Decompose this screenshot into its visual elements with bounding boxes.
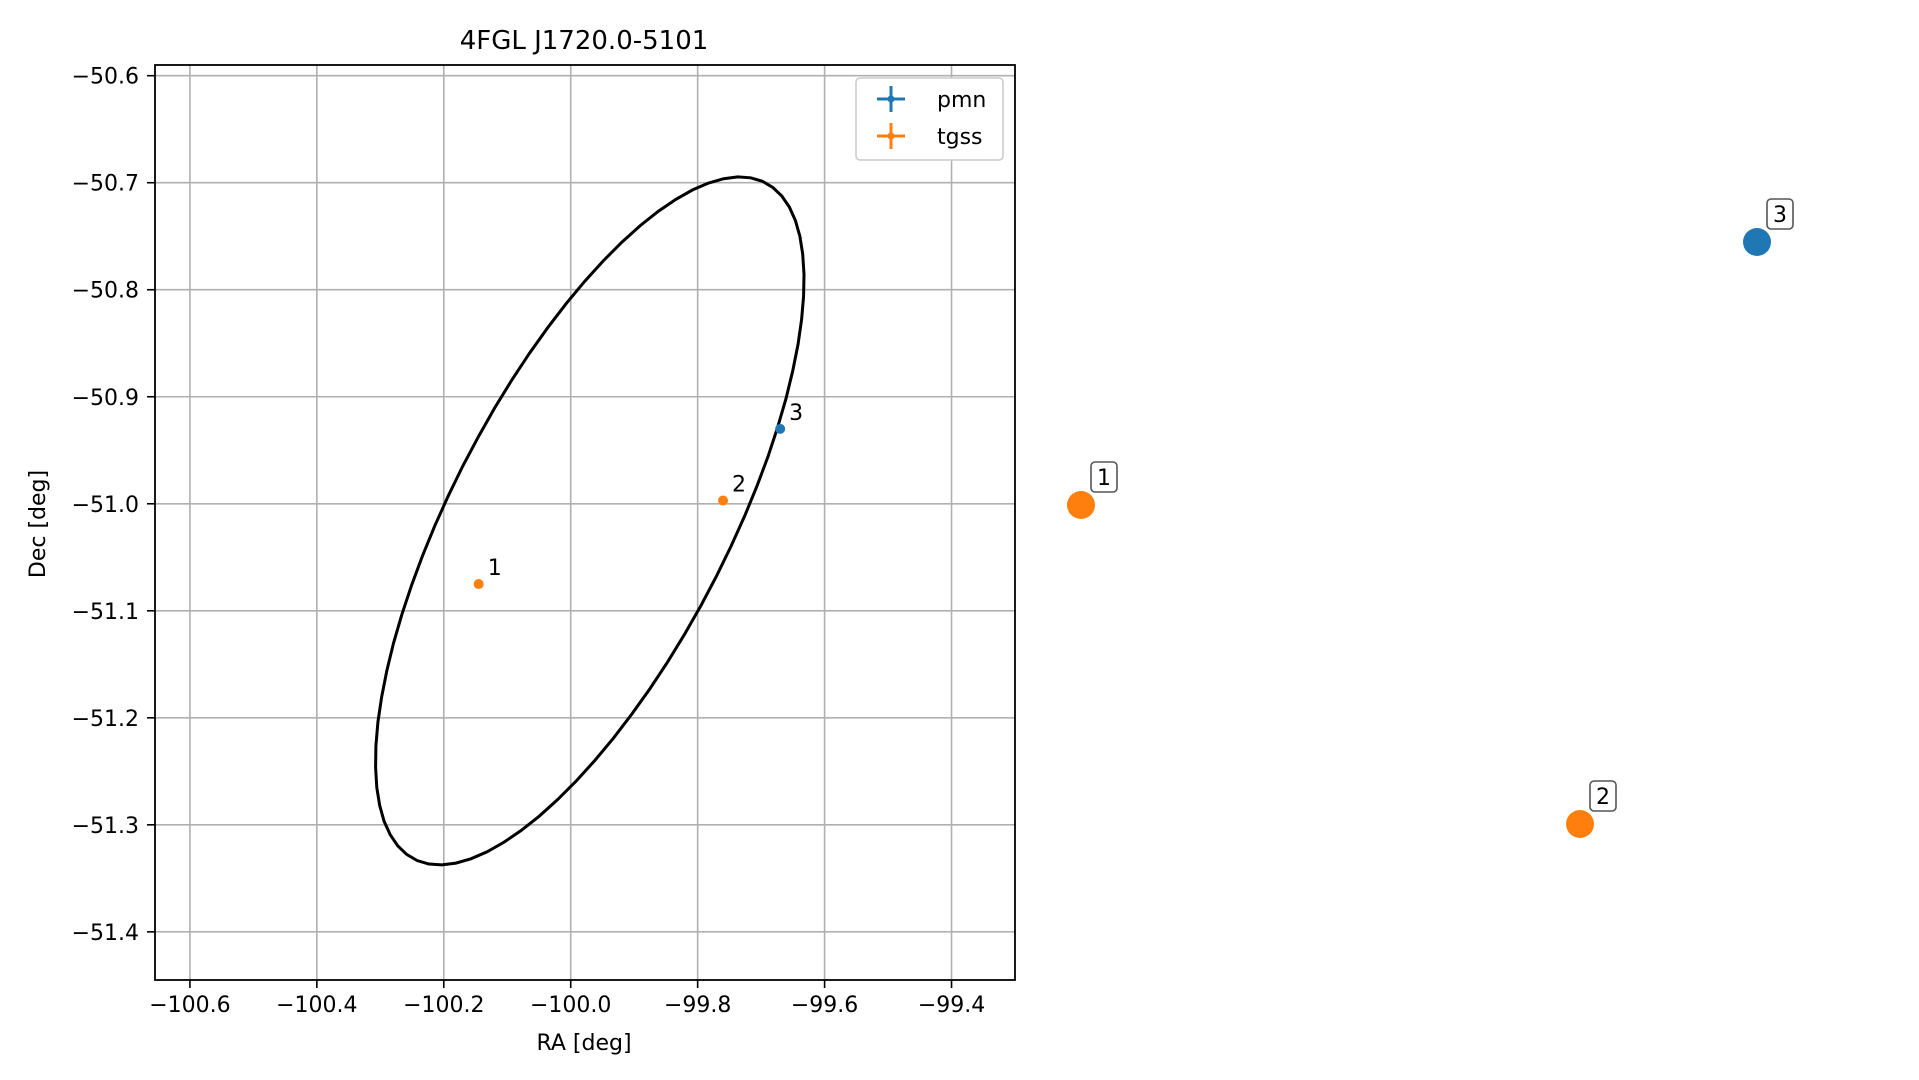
legend-marker-dot <box>887 95 895 103</box>
side-marker-box <box>1589 780 1617 812</box>
grid <box>155 65 1015 980</box>
pmn-point <box>775 423 786 434</box>
point-label: 2 <box>732 473 746 498</box>
point-label: 3 <box>789 401 803 426</box>
side-marker-dot <box>1067 491 1095 519</box>
tgss-point <box>718 495 729 506</box>
y-tick-label: −51.3 <box>72 814 139 839</box>
y-tick-label: −51.1 <box>72 600 139 625</box>
y-tick-label: −50.6 <box>72 65 139 90</box>
x-tick-label: −99.6 <box>791 993 858 1018</box>
x-tick-label: −99.8 <box>664 993 731 1018</box>
y-tick-label: −51.2 <box>72 707 139 732</box>
y-tick-label: −51.4 <box>72 921 139 946</box>
x-tick-label: −100.4 <box>276 993 357 1018</box>
legend-label: tgss <box>937 125 983 150</box>
y-axis-label: Dec [deg] <box>26 470 51 578</box>
plot-frame <box>154 64 1016 981</box>
legend: pmn tgss <box>855 77 1004 161</box>
x-axis-label: RA [deg] <box>536 1031 631 1056</box>
ellipse-layer <box>374 175 806 867</box>
side-marker-box <box>1766 198 1794 230</box>
point-label: 1 <box>488 556 502 581</box>
side-marker-label: 2 <box>1596 785 1610 810</box>
y-tick-label: −50.7 <box>72 172 139 197</box>
side-marker-label: 3 <box>1773 203 1787 228</box>
x-tick-label: −99.4 <box>918 993 985 1018</box>
tgss-point <box>473 579 484 590</box>
x-tick-label: −100.6 <box>149 993 230 1018</box>
x-axis: −100.6 −100.4 −100.2 −100.0 −99.8 −99.6 −99.4 <box>149 980 985 1018</box>
side-marker-dot <box>1566 810 1594 838</box>
side-marker-dot <box>1743 228 1771 256</box>
side-marker-label: 1 <box>1097 466 1111 491</box>
plot-area: 3 1 2 <box>154 64 1016 981</box>
legend-label: pmn <box>937 88 986 113</box>
legend-marker-dot <box>887 132 895 140</box>
x-tick-label: −100.2 <box>403 993 484 1018</box>
side-markers: 1 2 3 <box>1067 198 1794 838</box>
chart-title: 4FGL J1720.0-5101 <box>460 26 709 56</box>
y-tick-label: −50.8 <box>72 279 139 304</box>
y-tick-label: −51.0 <box>72 493 139 518</box>
error-ellipse <box>374 175 806 867</box>
x-tick-label: −100.0 <box>530 993 611 1018</box>
points-layer: 3 1 2 <box>473 401 803 590</box>
y-tick-label: −50.9 <box>72 386 139 411</box>
y-axis: −50.6 −50.7 −50.8 −50.9 −51.0 −51.1 −51.2 −51.3… <box>72 65 155 946</box>
side-marker-box <box>1090 461 1118 493</box>
